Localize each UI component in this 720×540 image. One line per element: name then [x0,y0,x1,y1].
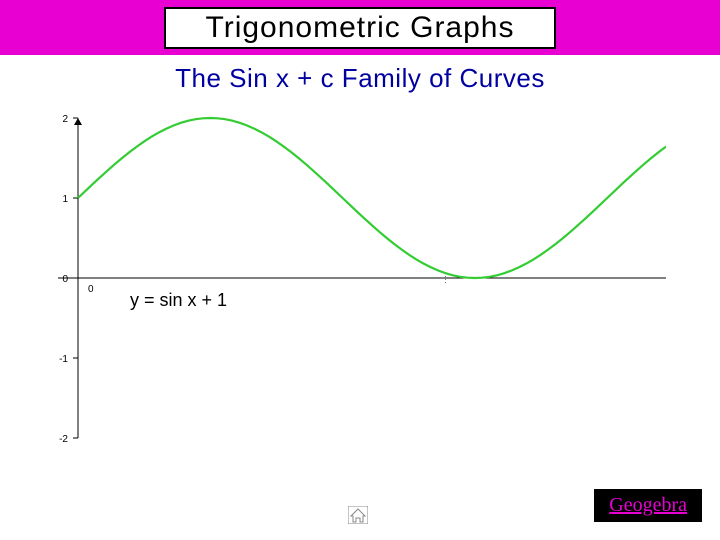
sine-chart: -2 -1 0 1 2 0 [26,108,666,448]
svg-text:0: 0 [62,274,68,285]
svg-text:2: 2 [62,114,68,125]
subtitle: The Sin x + c Family of Curves [0,63,720,94]
equation-label: y = sin x + 1 [130,290,227,311]
title-bar: Trigonometric Graphs [0,0,720,55]
chart-svg: -2 -1 0 1 2 0 [26,108,666,448]
geogebra-link[interactable]: Geogebra [594,489,702,522]
home-icon[interactable] [348,506,368,524]
svg-text:-2: -2 [59,434,68,445]
svg-text:1: 1 [62,194,68,205]
page-title: Trigonometric Graphs [164,7,557,49]
svg-text:-1: -1 [59,354,68,365]
svg-text:0: 0 [88,284,94,295]
